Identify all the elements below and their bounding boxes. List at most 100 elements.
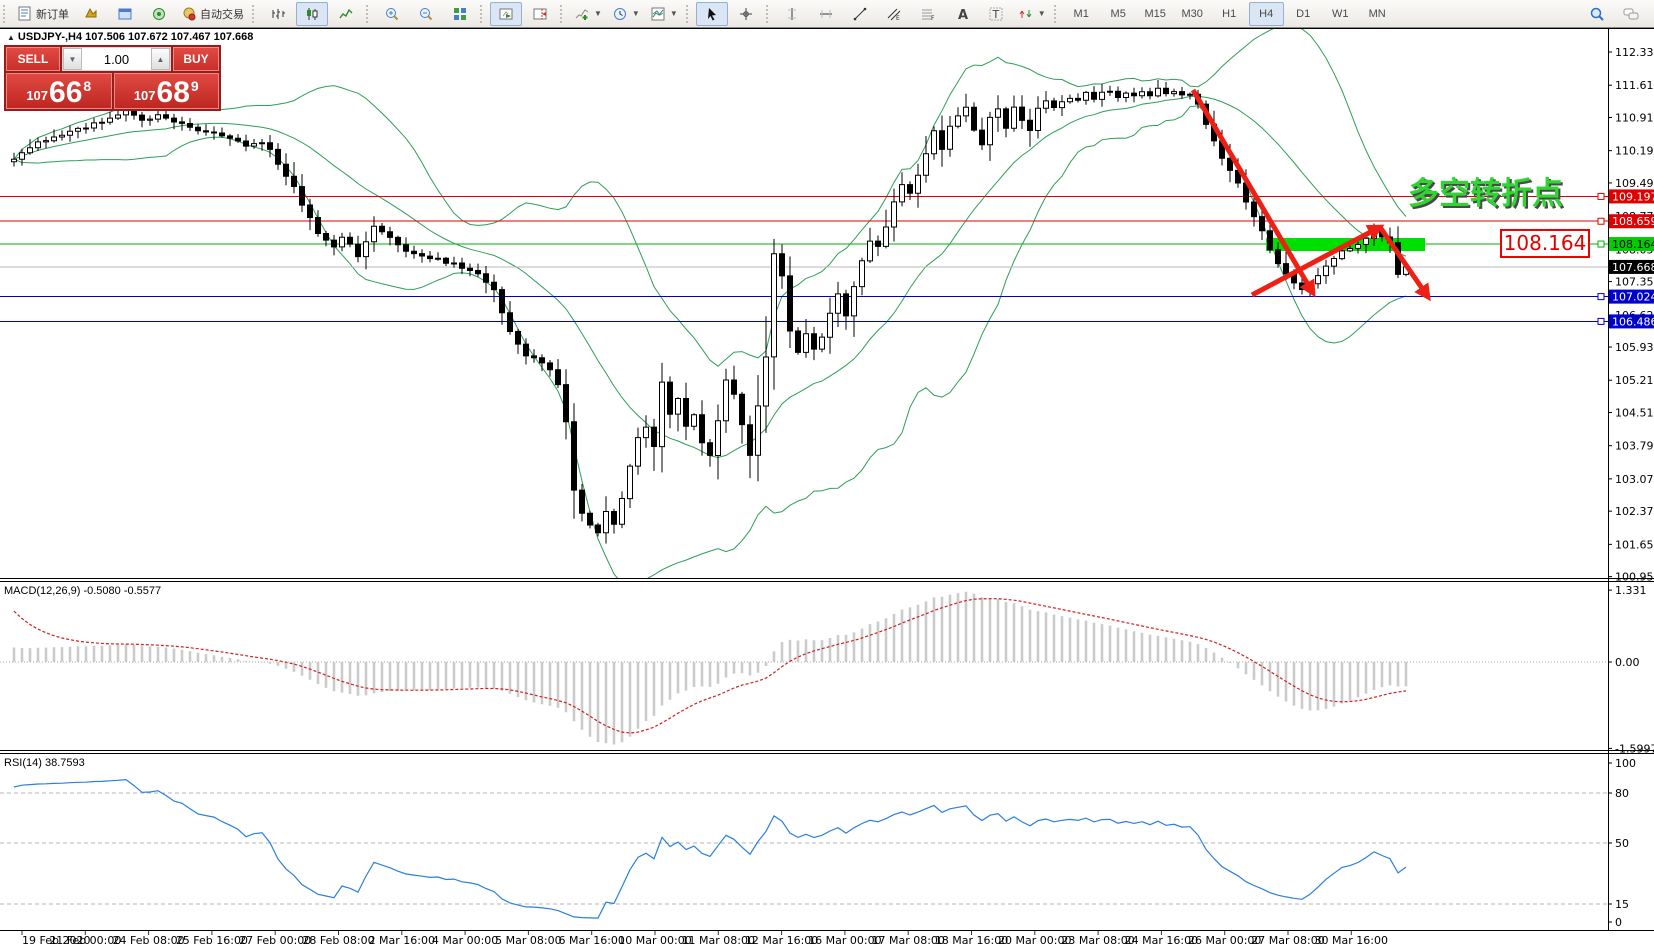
buy-button[interactable]: BUY	[173, 47, 219, 71]
text-label-tool-icon: T	[989, 7, 1003, 21]
toolbar-trendline-tool-button[interactable]	[844, 2, 876, 26]
svg-text:6 Mar 16:00: 6 Mar 16:00	[558, 934, 624, 947]
zoom-out-icon	[420, 7, 433, 20]
toolbar-tf-m5-button[interactable]: M5	[1101, 2, 1136, 26]
toolbar-search-button[interactable]	[1581, 2, 1613, 26]
svg-text:108.164: 108.164	[1612, 238, 1654, 251]
toolbar-tf-mn-label: MN	[1368, 7, 1386, 20]
rsi-indicator	[0, 778, 1608, 919]
toolbar-data-window-button[interactable]	[109, 2, 141, 26]
svg-text:0: 0	[1615, 916, 1622, 929]
toolbar-templates-menu-button[interactable]: ▼	[646, 2, 682, 26]
toolbar-auto-trading-button[interactable]: 自动交易	[177, 2, 248, 26]
toolbar-tf-w1-button[interactable]: W1	[1323, 2, 1358, 26]
toolbar-chart-shift-button[interactable]	[524, 2, 556, 26]
sell-button[interactable]: SELL	[6, 47, 60, 71]
toolbar-tf-w1-label: W1	[1331, 7, 1349, 20]
rsi-label: RSI(14) 38.7593	[4, 757, 85, 769]
toolbar-horizontal-line-tool-button[interactable]	[810, 2, 842, 26]
toolbar-crosshair-tool-button[interactable]	[730, 2, 762, 26]
toolbar-indicators-menu-button[interactable]: ▼	[570, 2, 606, 26]
toolbar-tf-m1-button[interactable]: M1	[1064, 2, 1099, 26]
trend-arrows[interactable]	[1190, 88, 1431, 302]
toolbar-tf-m15-label: M15	[1144, 7, 1166, 20]
chevron-down-icon[interactable]: ▼	[594, 9, 602, 18]
horizontal-level-lines[interactable]	[0, 195, 1608, 322]
toolbar-group-3	[489, 0, 557, 27]
toolbar-grip	[366, 4, 371, 23]
toolbar-grip	[1053, 4, 1059, 23]
data-window-icon	[118, 8, 132, 19]
toolbar-zoom-in-button[interactable]	[376, 2, 408, 26]
volume-stepper: ▼ ▲	[62, 47, 171, 71]
toolbar-vertical-line-tool-button[interactable]	[776, 2, 808, 26]
templates-menu-icon	[651, 7, 665, 20]
toolbar-group-6: E F A T ▼	[775, 0, 1051, 27]
toolbar-auto-trading-label: 自动交易	[200, 8, 244, 21]
svg-text:30 Mar 16:00: 30 Mar 16:00	[1315, 934, 1388, 947]
svg-text:112.330: 112.330	[1615, 46, 1654, 59]
bar-chart-mode-icon	[272, 8, 285, 19]
price-callout-box[interactable]: 108.164	[1500, 229, 1590, 258]
price-axis[interactable]: 112.330111.610110.910110.190109.490108.7…	[1597, 46, 1654, 929]
macd-indicator	[0, 591, 1608, 745]
toolbar-tf-m5-label: M5	[1110, 7, 1126, 20]
toolbar-tf-h1-button[interactable]: H1	[1212, 2, 1247, 26]
toolbar-group-7: M1 M5 M15 M30 H1 H4 D1 W1 MN	[1063, 0, 1396, 27]
svg-text:110.910: 110.910	[1615, 111, 1654, 124]
toolbar-tf-m15-button[interactable]: M15	[1138, 2, 1173, 26]
toolbar-community-chat-button[interactable]	[1615, 2, 1647, 26]
toolbar-tf-m30-button[interactable]: M30	[1175, 2, 1210, 26]
chevron-down-icon[interactable]: ▼	[1037, 9, 1046, 18]
turning-point-annotation[interactable]: 多空转折点	[1408, 176, 1563, 212]
chevron-down-icon[interactable]: ▼	[631, 9, 640, 18]
toolbar-grip	[765, 4, 771, 23]
toolbar-bar-chart-mode-button[interactable]	[262, 2, 294, 26]
sell-price[interactable]: 107 66 8	[6, 73, 112, 109]
bollinger-bands	[13, 29, 1407, 578]
toolbar-market-watch-button[interactable]	[75, 2, 107, 26]
toolbar-tf-d1-label: D1	[1296, 7, 1311, 20]
trendline-tool-icon	[853, 7, 867, 20]
toolbar-tf-mn-button[interactable]: MN	[1360, 2, 1395, 26]
svg-text:21 Feb 00:00: 21 Feb 00:00	[49, 934, 121, 947]
level-anchor-handle[interactable]	[1597, 217, 1605, 225]
level-anchor-handle[interactable]	[1597, 293, 1605, 301]
toolbar-new-order-button[interactable]: 新订单	[13, 2, 73, 26]
toolbar-tf-h4-button[interactable]: H4	[1248, 1, 1284, 26]
svg-text:27 Feb 00:00: 27 Feb 00:00	[239, 934, 311, 947]
level-anchor-handle[interactable]	[1597, 240, 1605, 248]
svg-text:12 Mar 16:00: 12 Mar 16:00	[745, 934, 818, 947]
chart-title: ▲ USDJPY-,H4 107.506 107.672 107.467 107.…	[7, 31, 253, 43]
chevron-down-icon[interactable]: ▼	[669, 9, 678, 18]
toolbar-tf-m1-label: M1	[1073, 7, 1089, 20]
svg-text:109.490: 109.490	[1615, 177, 1654, 190]
toolbar-navigator-button[interactable]	[143, 2, 175, 26]
collapse-triangle-icon[interactable]: ▲	[7, 33, 15, 42]
level-anchor-handle[interactable]	[1597, 317, 1605, 325]
search-icon	[1590, 7, 1604, 21]
toolbar-zoom-out-button[interactable]	[410, 2, 442, 26]
toolbar-tf-d1-button[interactable]: D1	[1286, 2, 1321, 26]
toolbar-tile-windows-button[interactable]	[444, 2, 476, 26]
svg-text:101.650: 101.650	[1615, 538, 1654, 551]
toolbar-candle-chart-mode-button[interactable]	[296, 1, 328, 26]
toolbar-channel-tool-button[interactable]: E	[878, 2, 910, 26]
toolbar-cursor-tool-button[interactable]	[695, 1, 728, 26]
toolbar-text-label-tool-button[interactable]: T	[980, 2, 1012, 26]
market-watch-icon	[85, 7, 97, 17]
toolbar-line-chart-mode-button[interactable]	[330, 2, 362, 26]
level-anchor-handle[interactable]	[1597, 192, 1605, 200]
toolbar-auto-scroll-button[interactable]	[490, 1, 522, 26]
toolbar-group-0: 新订单 自动交易	[12, 0, 249, 27]
toolbar-fibonacci-tool-button[interactable]: F	[912, 2, 944, 26]
volume-increase-button[interactable]: ▲	[151, 48, 170, 70]
toolbar-arrows-tool-button[interactable]: ▼	[1014, 2, 1050, 26]
toolbar-periods-menu-button[interactable]: ▼	[608, 2, 644, 26]
toolbar-text-tool-button[interactable]: A	[946, 2, 978, 26]
volume-decrease-button[interactable]: ▼	[63, 48, 82, 70]
buy-price[interactable]: 107 68 9	[113, 73, 219, 109]
volume-input[interactable]	[82, 48, 151, 70]
